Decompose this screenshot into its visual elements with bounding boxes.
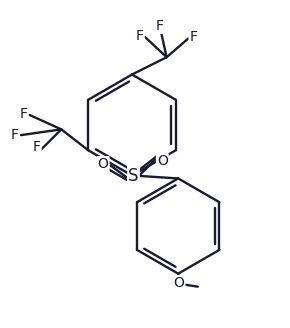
Text: F: F xyxy=(19,107,27,121)
Text: F: F xyxy=(136,29,144,43)
Text: O: O xyxy=(174,276,184,290)
Text: F: F xyxy=(155,19,164,33)
Text: S: S xyxy=(128,167,139,185)
Text: O: O xyxy=(157,154,168,168)
Text: F: F xyxy=(10,128,19,142)
Text: O: O xyxy=(98,157,108,171)
Text: F: F xyxy=(33,140,41,154)
Text: F: F xyxy=(189,30,197,44)
